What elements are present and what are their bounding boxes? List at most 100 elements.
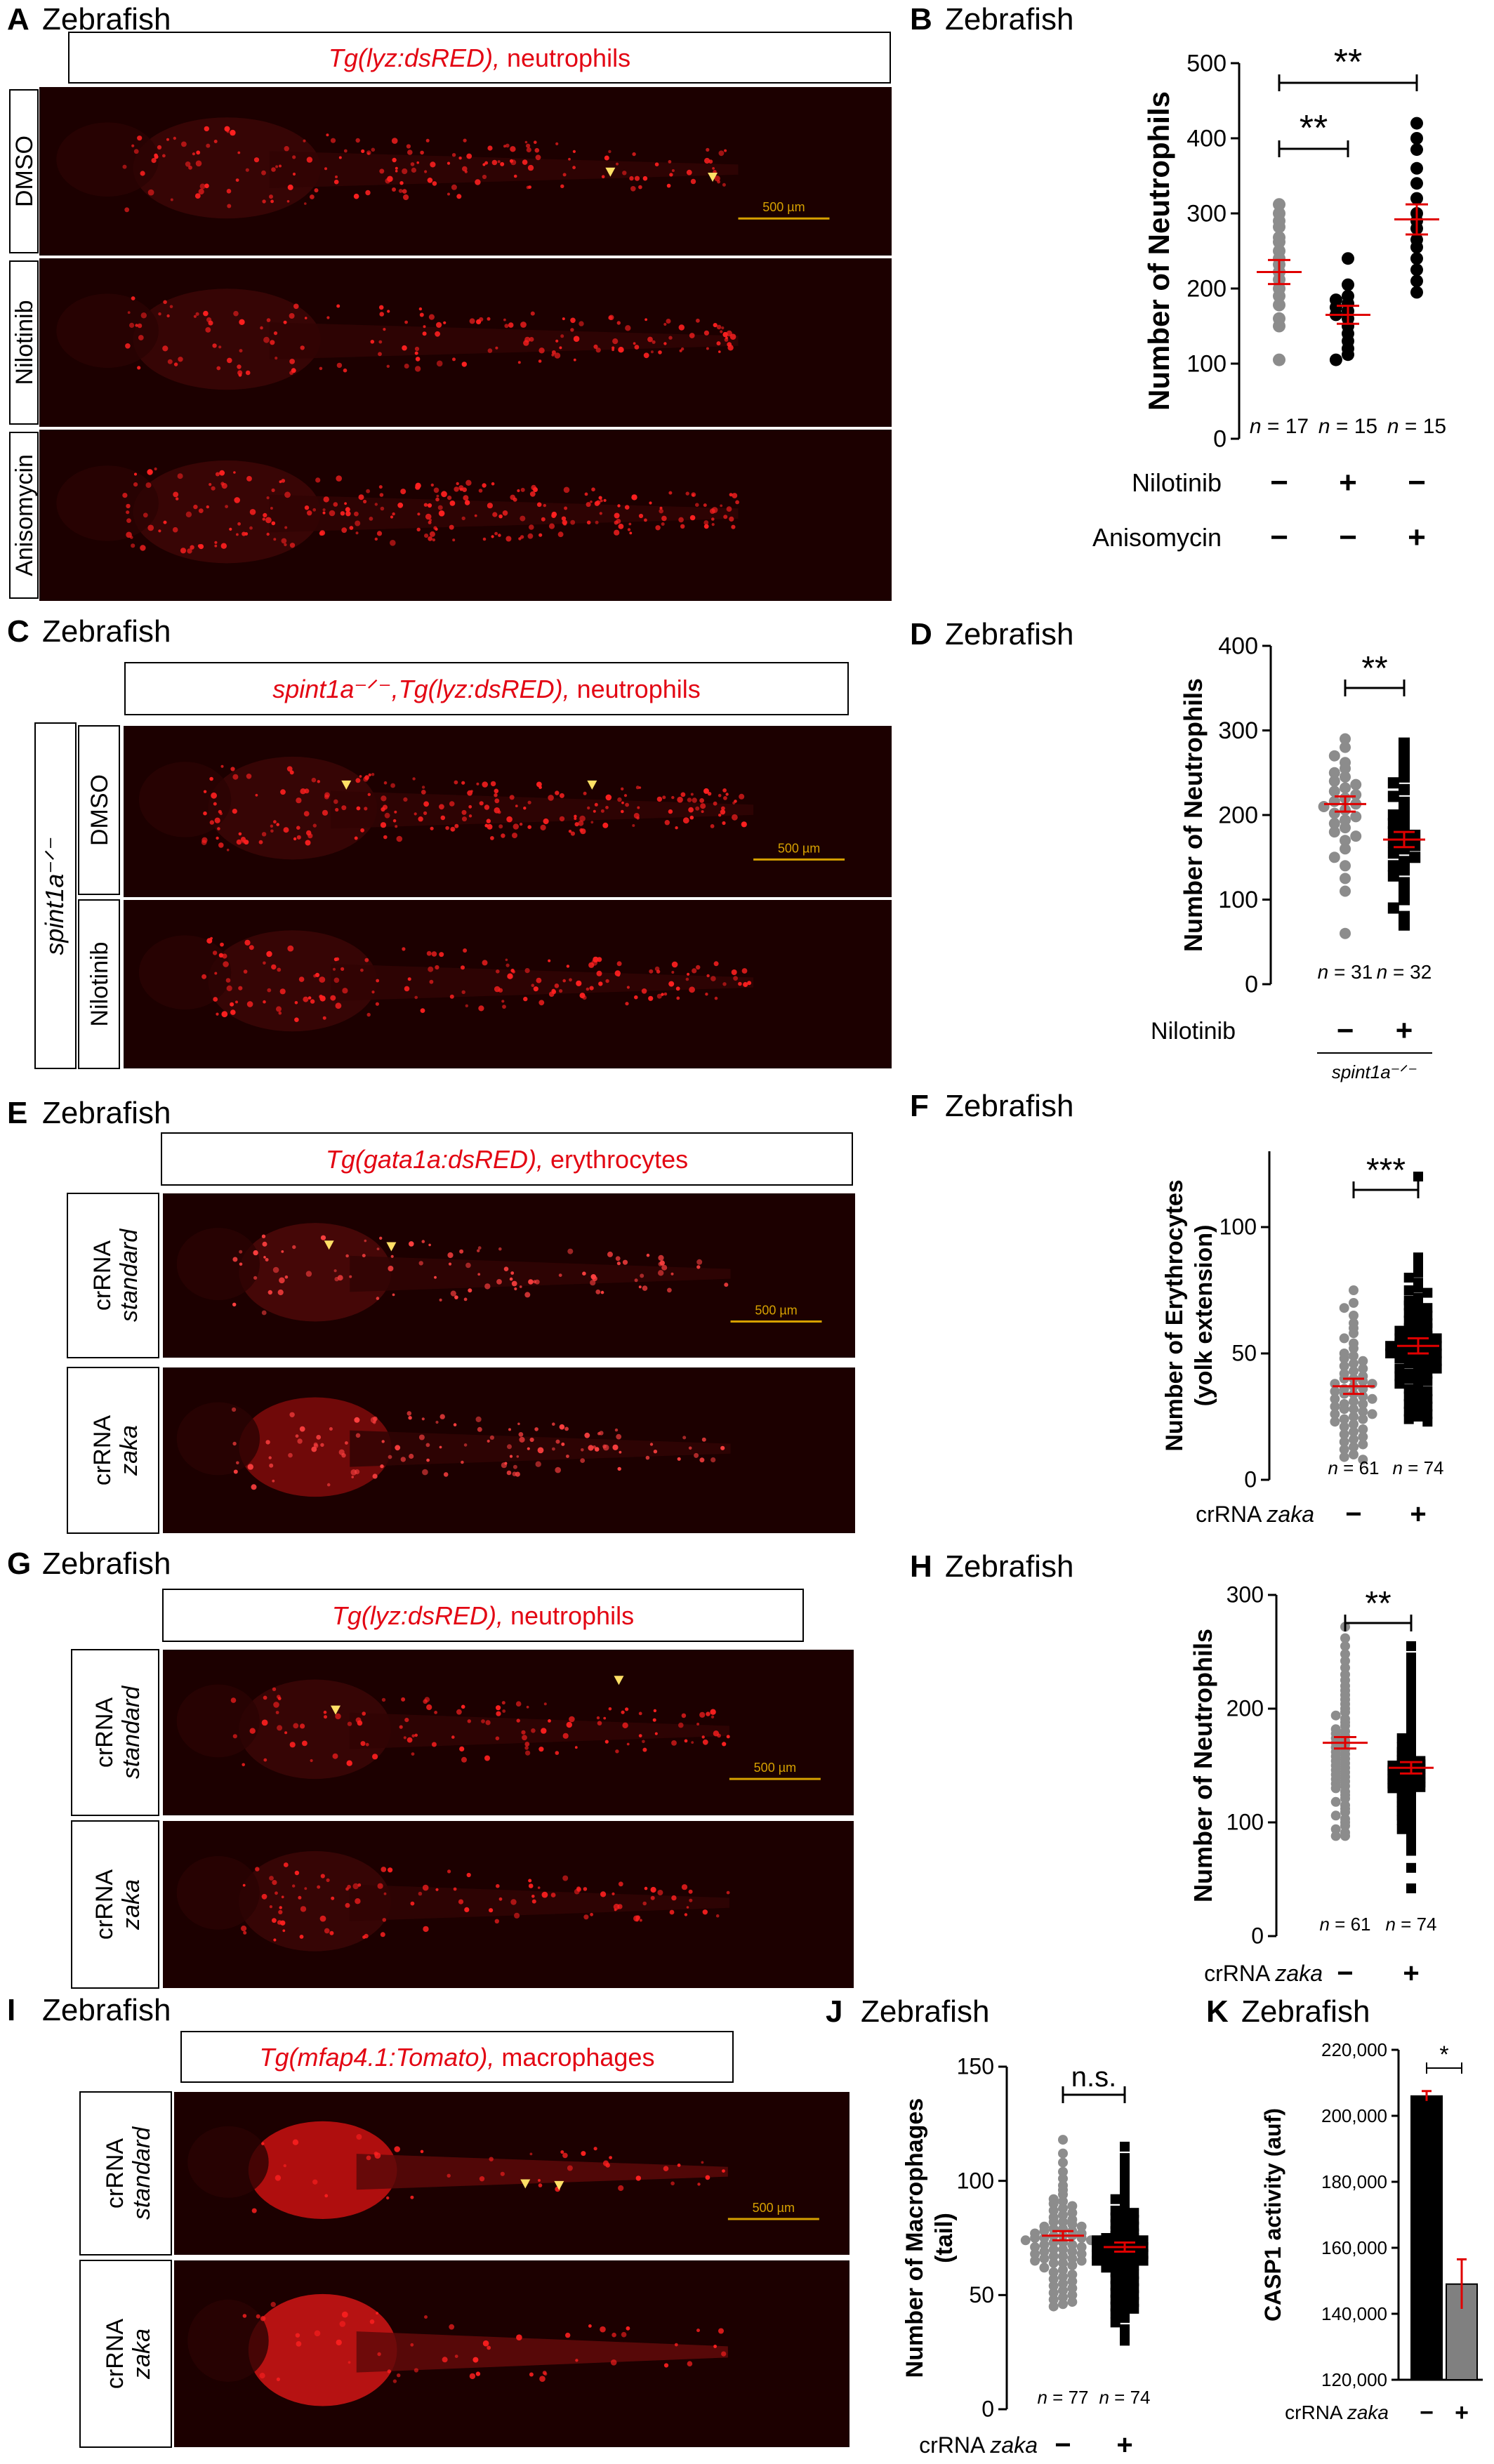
fluorescent-cell bbox=[296, 2341, 302, 2347]
y-axis-label: CASP1 activity (auf) bbox=[1260, 2108, 1285, 2321]
panel-letter: B bbox=[910, 2, 932, 37]
fluorescent-cell bbox=[716, 324, 722, 330]
fluorescent-cell bbox=[232, 1734, 237, 1739]
fluorescent-cell bbox=[233, 471, 236, 474]
data-point bbox=[1350, 811, 1362, 823]
fluorescent-cell bbox=[477, 1246, 482, 1250]
fluorescent-cell bbox=[541, 1891, 548, 1898]
fluorescent-cell bbox=[501, 1462, 508, 1469]
fluorescent-cell bbox=[474, 514, 477, 517]
fluorescent-cell bbox=[383, 835, 388, 840]
fluorescent-cell bbox=[400, 489, 406, 495]
data-point bbox=[1367, 1409, 1377, 1419]
fluorescent-cell bbox=[703, 788, 709, 794]
data-point bbox=[1387, 870, 1399, 882]
fluorescent-cell bbox=[451, 1735, 455, 1739]
fluorescent-cell bbox=[354, 1417, 360, 1423]
fluorescent-cell bbox=[367, 793, 371, 797]
fluorescent-cell bbox=[355, 778, 361, 783]
y-tick-label: 220,000 bbox=[1321, 2039, 1387, 2060]
species-label: Zebrafish bbox=[945, 1089, 1073, 1123]
fluorescent-cell bbox=[522, 1735, 527, 1741]
data-point bbox=[1129, 2303, 1139, 2314]
data-point bbox=[1387, 860, 1399, 872]
y-tick-label: 180,000 bbox=[1321, 2171, 1387, 2192]
significance-label: ** bbox=[1361, 650, 1387, 687]
fluorescent-cell bbox=[428, 314, 435, 320]
fluorescent-cell bbox=[133, 149, 139, 154]
fluorescent-cell bbox=[281, 1895, 284, 1899]
fluorescent-cell bbox=[277, 1725, 283, 1731]
y-tick-label: 200 bbox=[1218, 802, 1258, 828]
fluorescent-cell bbox=[582, 1271, 586, 1276]
fluorescent-cell bbox=[678, 517, 684, 523]
fluorescent-cell bbox=[678, 324, 685, 331]
fluorescent-cell bbox=[658, 1270, 664, 1276]
data-point bbox=[1067, 2290, 1078, 2300]
fluorescent-cell bbox=[380, 506, 385, 511]
micrograph-crrna-zaka bbox=[163, 1821, 854, 1988]
fluorescent-cell bbox=[253, 157, 260, 163]
condition-dmso: DMSO bbox=[78, 725, 120, 895]
fluorescent-cell bbox=[581, 1448, 584, 1452]
fluorescent-cell bbox=[536, 502, 542, 508]
fluorescent-cell bbox=[329, 1930, 334, 1935]
fluorescent-cell bbox=[454, 823, 459, 828]
fluorescent-cell bbox=[300, 1906, 307, 1912]
fluorescent-cell bbox=[415, 357, 421, 362]
fluorescent-cell bbox=[612, 1444, 619, 1450]
data-point bbox=[1058, 2251, 1068, 2261]
image-title: spint1a⁻ᐟ⁻,Tg(lyz:dsRED), neutrophils bbox=[272, 675, 700, 703]
fluorescent-cell bbox=[525, 1750, 531, 1756]
fluorescent-cell bbox=[390, 783, 395, 788]
y-tick-label: 400 bbox=[1186, 125, 1227, 152]
data-point bbox=[1058, 2217, 1068, 2227]
y-tick-label: 200 bbox=[1227, 1696, 1264, 1721]
fluorescent-cell bbox=[524, 968, 530, 974]
fluorescent-cell bbox=[529, 2152, 533, 2156]
fluorescent-cell bbox=[193, 504, 198, 510]
larva-head bbox=[56, 122, 159, 197]
fluorescent-cell bbox=[374, 2152, 381, 2159]
fluorescent-cell bbox=[260, 326, 263, 330]
cond-prefix: crRNA bbox=[1285, 2402, 1347, 2423]
fluorescent-cell bbox=[410, 1901, 415, 1906]
fluorescent-cell bbox=[581, 2151, 586, 2157]
fluorescent-cell bbox=[381, 1697, 386, 1702]
fluorescent-cell bbox=[596, 1716, 600, 1720]
fluorescent-cell bbox=[279, 480, 282, 484]
fluorescent-cell bbox=[225, 505, 228, 508]
condition-crrna-zaka: crRNA zaka bbox=[79, 2260, 172, 2448]
fluorescent-cell bbox=[731, 524, 736, 529]
fluorescent-cell bbox=[615, 1256, 621, 1261]
fluorescent-cell bbox=[506, 1470, 512, 1476]
fluorescent-cell bbox=[427, 177, 433, 183]
fluorescent-cell bbox=[272, 1266, 279, 1273]
fluorescent-cell bbox=[567, 1248, 574, 1254]
n-letter: n bbox=[1328, 1457, 1337, 1478]
fluorescent-cell bbox=[232, 1257, 238, 1262]
fluorescent-cell bbox=[574, 1746, 578, 1749]
fluorescent-cell bbox=[338, 1449, 345, 1455]
fluorescent-cell bbox=[617, 797, 622, 802]
fluorescent-cell bbox=[481, 1719, 485, 1723]
fluorescent-cell bbox=[518, 1432, 524, 1437]
data-point bbox=[1330, 1417, 1340, 1427]
fluorescent-cell bbox=[661, 1264, 668, 1271]
fluorescent-cell bbox=[526, 1705, 529, 1709]
fluorescent-cell bbox=[359, 775, 362, 778]
fluorescent-cell bbox=[255, 793, 258, 797]
data-point bbox=[1410, 241, 1423, 254]
data-point bbox=[1340, 733, 1351, 745]
n-letter: n bbox=[1385, 1914, 1395, 1935]
data-point bbox=[1387, 826, 1399, 838]
fluorescent-cell bbox=[322, 1016, 326, 1020]
fluorescent-cell bbox=[689, 333, 695, 338]
fluorescent-cell bbox=[723, 515, 728, 519]
fluorescent-cell bbox=[381, 807, 385, 812]
fluorescent-cell bbox=[468, 804, 472, 809]
y-axis-label: Number of Erythrocytes bbox=[1161, 1179, 1188, 1451]
fluorescent-cell bbox=[573, 358, 576, 362]
fluorescent-cell bbox=[595, 347, 601, 353]
fluorescent-cell bbox=[404, 986, 410, 992]
